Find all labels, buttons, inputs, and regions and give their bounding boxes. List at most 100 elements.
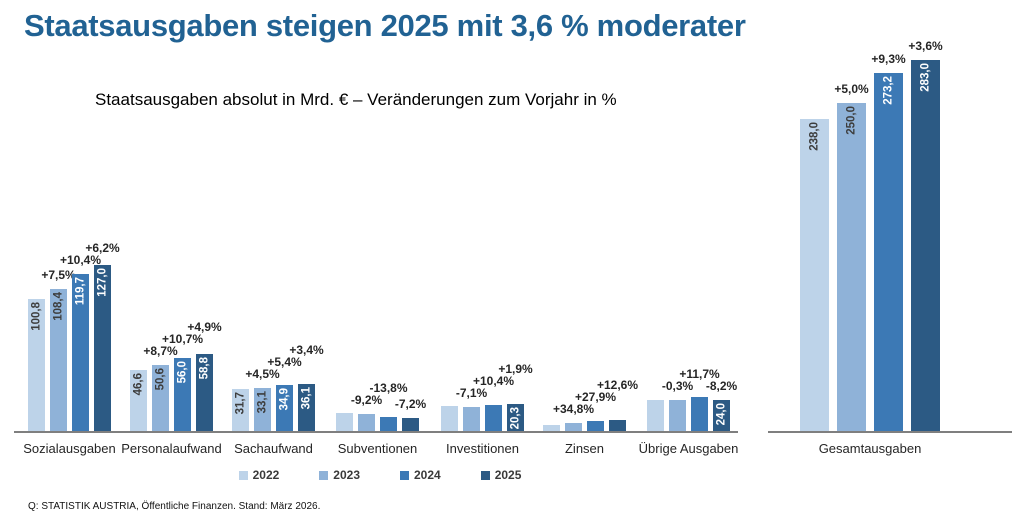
bar-gesamtausgaben-2023: 250,0 [837,103,866,431]
bar-zinsen-2023 [565,423,582,431]
category-label--brige-ausgaben: Übrige Ausgaben [638,441,739,456]
legend-marker-2023 [319,470,329,480]
bar-sachaufwand-2023: 33,1 [254,388,271,431]
legend-marker-2025 [480,470,490,480]
bar-gesamtausgaben-2022: 238,0 [800,119,829,431]
value-label-sozialausgaben-2022: 100,8 [29,302,42,331]
legend-label-2024: 2024 [414,468,441,482]
value-label-gesamtausgaben-2024: 273,2 [881,76,894,105]
bar-personalaufwand-2022: 46,6 [130,370,147,431]
pct-label-investitionen-2024: +10,4% [472,374,515,388]
bar-subventionen-2022 [336,413,353,431]
legend-label-2022: 2022 [252,468,280,482]
x-axis-right-panel [768,431,1012,433]
value-label-sachaufwand-2022: 31,7 [233,392,246,415]
bar-zinsen-2024 [587,421,604,431]
category-label-personalaufwand: Personalaufwand [121,441,222,456]
value-label-sozialausgaben-2024: 119,7 [73,277,86,306]
value-label-sachaufwand-2024: 34,9 [277,388,290,411]
pct-label-sachaufwand-2024: +5,4% [267,355,302,369]
value-label-sozialausgaben-2023: 108,4 [51,292,64,321]
category-label-gesamtausgaben: Gesamtausgaben [818,441,922,456]
legend-marker-2022 [238,470,248,480]
page-title: Staatsausgaben steigen 2025 mit 3,6 % mo… [24,8,746,43]
bar-investitionen-2022 [441,406,458,431]
pct-label-sozialausgaben-2024: +10,4% [59,253,102,267]
bar-subventionen-2025 [402,418,419,431]
category-label-sozialausgaben: Sozialausgaben [23,441,116,456]
pct-label-zinsen-2024: +27,9% [574,390,617,404]
bar-subventionen-2024 [380,417,397,431]
pct-label-subventionen-2024: -13,8% [369,381,408,395]
pct-label-zinsen-2023: +34,8% [552,402,595,416]
value-label-investitionen-2025: 20,3 [508,407,521,430]
bar-gesamtausgaben-2024: 273,2 [874,73,903,431]
pct-label-personalaufwand-2025: +4,9% [187,320,222,334]
category-label-sachaufwand: Sachaufwand [234,441,313,456]
value-label-sachaufwand-2023: 33,1 [255,391,268,414]
bar-sozialausgaben-2025: 127,0 [94,265,111,431]
pct-label-sozialausgaben-2025: +6,2% [85,241,120,255]
x-axis-left-panel [14,431,738,433]
bar-sozialausgaben-2022: 100,8 [28,299,45,431]
legend-marker-2024 [400,470,409,480]
pct-label-subventionen-2025: -7,2% [394,397,427,411]
pct-label-sachaufwand-2025: +3,4% [289,343,324,357]
legend-label-2025: 2025 [494,468,522,482]
legend-item-2023: 2023 [319,468,360,482]
legend-item-2024: 2024 [400,468,441,482]
pct-label-personalaufwand-2023: +8,7% [143,344,178,358]
chart-legend: 2022 2023 2024 2025 [0,468,760,482]
pct-label-gesamtausgaben-2024: +9,3% [871,52,906,66]
bar--brige-ausgaben-2024 [691,397,708,431]
bar-sozialausgaben-2023: 108,4 [50,289,67,431]
value-label-personalaufwand-2025: 58,8 [197,357,210,380]
bar-sachaufwand-2024: 34,9 [276,385,293,431]
bar--brige-ausgaben-2025: 24,0 [713,400,730,431]
legend-item-2025: 2025 [480,468,522,482]
pct-label-sachaufwand-2023: +4,5% [245,367,280,381]
pct-label-gesamtausgaben-2023: +5,0% [834,82,869,96]
chart-subtitle: Staatsausgaben absolut in Mrd. € – Verän… [95,90,617,109]
bar-investitionen-2023 [463,407,480,431]
bar-investitionen-2024 [485,405,502,431]
value-label--brige-ausgaben-2025: 24,0 [714,403,727,426]
category-label-zinsen: Zinsen [564,441,605,456]
value-label-gesamtausgaben-2023: 250,0 [844,106,857,135]
pct-label-subventionen-2023: -9,2% [350,393,383,407]
pct-label-sozialausgaben-2023: +7,5% [41,268,76,282]
bar--brige-ausgaben-2022 [647,400,664,431]
legend-label-2023: 2023 [333,468,360,482]
pct-label--brige-ausgaben-2025: -8,2% [705,379,738,393]
bar-sozialausgaben-2024: 119,7 [72,274,89,431]
bar-investitionen-2025: 20,3 [507,404,524,431]
value-label-sozialausgaben-2025: 127,0 [95,268,108,297]
value-label-personalaufwand-2024: 56,0 [175,361,188,384]
bar-subventionen-2023 [358,414,375,431]
category-label-subventionen: Subventionen [337,441,418,456]
pct-label-investitionen-2025: +1,9% [498,362,533,376]
bar-zinsen-2025 [609,420,626,431]
bar-sachaufwand-2022: 31,7 [232,389,249,431]
value-label-gesamtausgaben-2025: 283,0 [918,63,931,92]
legend-item-2022: 2022 [238,468,280,482]
category-label-investitionen: Investitionen [446,441,519,456]
pct-label-gesamtausgaben-2025: +3,6% [908,39,943,53]
bar-personalaufwand-2024: 56,0 [174,358,191,431]
bar-personalaufwand-2025: 58,8 [196,354,213,431]
value-label-gesamtausgaben-2022: 238,0 [807,122,820,151]
bar-sachaufwand-2025: 36,1 [298,384,315,431]
bar-zinsen-2022 [543,425,560,431]
pct-label--brige-ausgaben-2023: -0,3% [661,379,694,393]
source-note: Q: STATISTIK AUSTRIA, Öffentliche Finanz… [28,501,321,512]
bar-personalaufwand-2023: 50,6 [152,365,169,431]
bar--brige-ausgaben-2023 [669,400,686,431]
pct-label--brige-ausgaben-2024: +11,7% [679,367,720,381]
value-label-personalaufwand-2022: 46,6 [131,373,144,396]
bar-gesamtausgaben-2025: 283,0 [911,60,940,431]
pct-label-zinsen-2025: +12,6% [596,378,639,392]
value-label-sachaufwand-2025: 36,1 [299,387,312,410]
pct-label-investitionen-2023: -7,1% [455,386,488,400]
pct-label-personalaufwand-2024: +10,7% [161,332,204,346]
